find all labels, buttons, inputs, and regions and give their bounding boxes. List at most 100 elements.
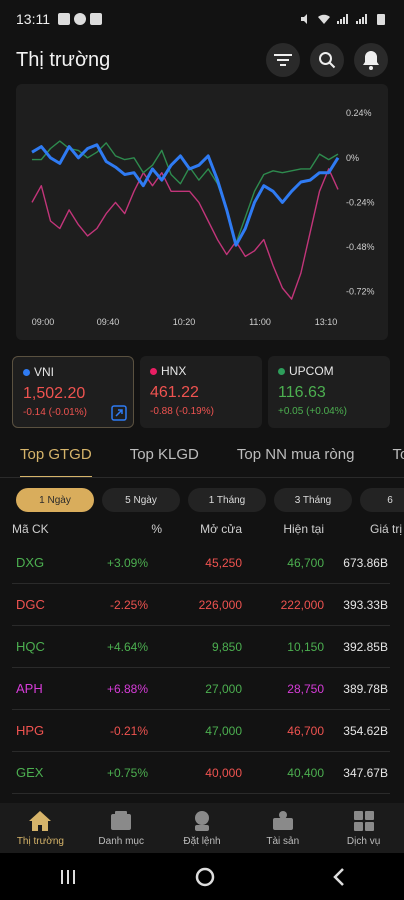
period-3-months[interactable]: 3 Tháng	[274, 488, 352, 512]
header-actions	[266, 43, 388, 77]
x-tick-label: 10:20	[173, 317, 196, 327]
row-open: 226,000	[198, 598, 242, 612]
row-symbol: APH	[16, 681, 43, 696]
period-1-day[interactable]: 1 Ngày	[16, 488, 94, 512]
index-name: VNI	[23, 365, 123, 379]
tab-top-gtgd[interactable]: Top GTGD	[20, 446, 92, 477]
row-value: 393.33B	[343, 598, 388, 612]
nav-order[interactable]: Đặt lệnh	[162, 803, 243, 853]
stock-table: DXG +3.09% 45,250 46,700 673.86B DGC -2.…	[0, 542, 404, 794]
system-navigation-bar	[0, 853, 404, 900]
header-value: Giá trị	[369, 522, 402, 536]
search-button[interactable]	[310, 43, 344, 77]
row-percent: -2.25%	[109, 598, 148, 612]
y-tick-label: -0.48%	[346, 242, 375, 252]
status-bar: 13:11	[0, 0, 404, 38]
nav-market[interactable]: Thị trường	[0, 803, 81, 853]
nav-label: Đặt lệnh	[183, 835, 221, 847]
tab-top-klgd[interactable]: Top KLGD	[129, 446, 199, 463]
series-line-vni	[31, 143, 340, 247]
signal-2-icon	[356, 14, 367, 24]
series-dot-icon	[278, 367, 285, 375]
index-card-hnx[interactable]: HNX 461.22 -0.88 (-0.19%)	[140, 356, 262, 428]
x-tick-label: 09:40	[97, 317, 120, 327]
row-symbol: HQC	[16, 639, 45, 654]
expand-icon[interactable]	[111, 405, 127, 421]
index-card-upcom[interactable]: UPCOM 116.63 +0.05 (+0.04%)	[268, 356, 390, 428]
table-header: Mã CK % Mở cửa Hiện tại Giá trị	[0, 516, 404, 542]
recent-apps-icon[interactable]	[58, 868, 78, 886]
row-value: 354.62B	[343, 724, 388, 738]
row-open: 45,250	[205, 556, 242, 570]
row-current: 46,700	[287, 556, 324, 570]
filter-button[interactable]	[266, 43, 300, 77]
table-row[interactable]: HQC +4.64% 9,850 10,150 392.85B	[12, 626, 390, 668]
row-percent: -0.21%	[109, 724, 148, 738]
mute-icon	[301, 14, 307, 24]
row-symbol: DGC	[16, 597, 45, 612]
back-icon[interactable]	[332, 867, 346, 887]
tab-more[interactable]: To	[392, 446, 404, 463]
skype-icon	[74, 13, 86, 25]
row-current: 46,700	[287, 724, 324, 738]
row-value: 389.78B	[343, 682, 388, 696]
page-title: Thị trường	[16, 48, 111, 71]
index-name: HNX	[150, 364, 252, 378]
index-name: UPCOM	[278, 364, 380, 378]
row-symbol: DXG	[16, 555, 45, 570]
battery-icon	[377, 14, 385, 25]
index-card-vni[interactable]: VNI 1,502.20 -0.14 (-0.01%)	[12, 356, 134, 428]
nav-portfolio[interactable]: Danh mục	[81, 803, 162, 853]
notification-button[interactable]	[354, 43, 388, 77]
y-tick-label: -0.72%	[346, 287, 375, 297]
market-chart-svg: 0.24% 0% -0.24% -0.48% -0.72% 09:00 09:40 10:20…	[31, 108, 375, 327]
x-tick-label: 13:10	[315, 317, 338, 327]
row-percent: +3.09%	[106, 556, 148, 570]
period-6-months[interactable]: 6	[360, 488, 404, 512]
tab-top-nn-mua-rong[interactable]: Top NN mua ròng	[236, 446, 355, 463]
notification-icons	[58, 13, 102, 25]
home-icon	[29, 810, 52, 831]
row-current: 10,150	[287, 640, 324, 654]
nav-services[interactable]: Dịch vụ	[323, 803, 404, 853]
period-5-days[interactable]: 5 Ngày	[102, 488, 180, 512]
row-current: 40,400	[287, 766, 324, 780]
row-symbol: HPG	[16, 723, 45, 738]
image-icon	[58, 13, 70, 25]
table-row[interactable]: GEX +0.75% 40,000 40,400 347.67B	[12, 752, 390, 794]
table-row[interactable]: DXG +3.09% 45,250 46,700 673.86B	[12, 542, 390, 584]
header-current: Hiện tại	[283, 522, 324, 536]
row-open: 40,000	[205, 766, 242, 780]
row-value: 392.85B	[343, 640, 388, 654]
index-label: HNX	[161, 364, 187, 378]
period-1-month[interactable]: 1 Tháng	[188, 488, 266, 512]
row-value: 347.67B	[343, 766, 388, 780]
home-circle-icon[interactable]	[194, 866, 216, 888]
nav-label: Thị trường	[16, 835, 64, 847]
index-change: -0.14 (-0.01%)	[23, 407, 87, 418]
index-change: +0.05 (+0.04%)	[278, 406, 347, 417]
system-icons	[298, 13, 388, 25]
search-icon	[319, 52, 336, 69]
y-tick-label: 0.24%	[346, 108, 372, 118]
table-row[interactable]: APH +6.88% 27,000 28,750 389.78B	[12, 668, 390, 710]
period-filter: 1 Ngày 5 Ngày 1 Tháng 3 Tháng 6	[16, 488, 404, 514]
nav-label: Tài sản	[266, 835, 300, 847]
row-symbol: GEX	[16, 765, 44, 780]
order-icon	[194, 810, 209, 831]
index-cards: VNI 1,502.20 -0.14 (-0.01%) HNX 461.22 -…	[12, 356, 390, 428]
row-percent: +4.64%	[106, 640, 148, 654]
wifi-icon	[318, 14, 330, 24]
index-value: 1,502.20	[23, 385, 86, 402]
nav-assets[interactable]: Tài sản	[242, 803, 323, 853]
series-dot-icon	[23, 368, 30, 376]
index-change: -0.88 (-0.19%)	[150, 406, 214, 417]
row-open: 47,000	[205, 724, 242, 738]
table-row[interactable]: HPG -0.21% 47,000 46,700 354.62B	[12, 710, 390, 752]
index-value: 116.63	[278, 384, 326, 401]
bottom-navigation: Thị trường Danh mục Đặt lệnh Tài sản Dịc…	[0, 803, 404, 853]
table-row[interactable]: DGC -2.25% 226,000 222,000 393.33B	[12, 584, 390, 626]
nav-label: Danh mục	[98, 835, 144, 847]
row-percent: +0.75%	[106, 766, 148, 780]
header-symbol: Mã CK	[12, 522, 49, 536]
